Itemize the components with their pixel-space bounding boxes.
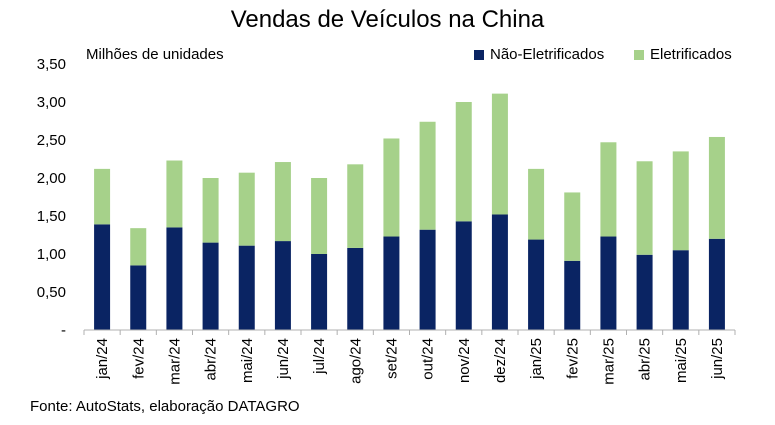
bar-nao-eletrificados — [274, 241, 291, 330]
y-tick-label: 3,50 — [37, 56, 66, 73]
bar-nao-eletrificados — [528, 239, 545, 330]
bar-nao-eletrificados — [383, 236, 400, 330]
x-tick-label: ago/24 — [347, 338, 364, 384]
bar-nao-eletrificados — [166, 227, 183, 330]
bar-eletrificados — [383, 138, 400, 237]
legend-swatch-nao-eletrificados — [474, 49, 484, 60]
legend-label-eletrificados: Eletrificados — [650, 46, 732, 63]
bar-nao-eletrificados — [564, 260, 581, 330]
y-tick-label: - — [61, 322, 66, 339]
x-tick-label: nov/24 — [456, 338, 473, 383]
bar-eletrificados — [311, 178, 328, 254]
bar-eletrificados — [419, 121, 436, 230]
x-tick-label: jan/24 — [94, 338, 111, 380]
bar-nao-eletrificados — [130, 265, 147, 330]
bar-nao-eletrificados — [455, 221, 472, 330]
x-tick-label: fev/24 — [130, 338, 147, 379]
chart-title: Vendas de Veículos na China — [230, 6, 545, 33]
y-tick-label: 1,00 — [37, 246, 66, 263]
legend-item-nao-eletrificados: Não-Eletrificados — [474, 46, 604, 63]
bar-nao-eletrificados — [636, 254, 653, 330]
bar-eletrificados — [274, 162, 291, 242]
bar-eletrificados — [528, 168, 545, 240]
x-tick-label: mai/25 — [673, 338, 690, 383]
bar-nao-eletrificados — [672, 250, 689, 330]
y-tick-label: 2,00 — [37, 170, 66, 187]
bar-eletrificados — [202, 178, 219, 243]
bar-nao-eletrificados — [600, 236, 617, 330]
bar-nao-eletrificados — [311, 254, 328, 330]
bar-eletrificados — [708, 136, 725, 239]
x-tick-label: abr/24 — [203, 338, 220, 381]
x-tick-label: dez/24 — [492, 338, 509, 383]
bar-eletrificados — [455, 102, 472, 222]
y-tick-label: 3,00 — [37, 94, 66, 111]
x-tick-label: mai/24 — [239, 338, 256, 383]
x-tick-label: out/24 — [420, 338, 437, 380]
y-tick-label: 1,50 — [37, 208, 66, 225]
y-tick-label: 2,50 — [37, 132, 66, 149]
y-axis-label: Milhões de unidades — [86, 46, 224, 63]
x-tick-label: set/24 — [383, 338, 400, 379]
bar-eletrificados — [564, 192, 581, 261]
x-tick-label: jun/24 — [275, 338, 292, 380]
bar-eletrificados — [636, 161, 653, 255]
bar-eletrificados — [130, 228, 147, 266]
bar-nao-eletrificados — [238, 245, 255, 330]
x-tick-label: jan/25 — [528, 338, 545, 380]
x-tick-label: jun/25 — [709, 338, 726, 380]
bar-nao-eletrificados — [491, 214, 508, 330]
bar-nao-eletrificados — [708, 238, 725, 330]
bar-eletrificados — [600, 142, 617, 237]
bar-eletrificados — [94, 168, 111, 225]
legend-item-eletrificados: Eletrificados — [634, 46, 732, 63]
bar-nao-eletrificados — [419, 229, 436, 330]
bar-eletrificados — [166, 160, 183, 228]
bar-eletrificados — [672, 151, 689, 251]
bar-nao-eletrificados — [202, 242, 219, 330]
bar-nao-eletrificados — [347, 247, 364, 330]
x-tick-label: mar/25 — [600, 338, 617, 385]
bar-eletrificados — [491, 93, 508, 215]
x-tick-label: abr/25 — [637, 338, 654, 381]
x-tick-label: fev/25 — [564, 338, 581, 379]
bar-eletrificados — [238, 172, 255, 246]
bar-eletrificados — [347, 164, 364, 248]
legend-label-nao-eletrificados: Não-Eletrificados — [490, 46, 605, 63]
legend-swatch-eletrificados — [634, 49, 644, 60]
bar-nao-eletrificados — [94, 224, 111, 330]
y-tick-label: 0,50 — [37, 284, 66, 301]
x-tick-label: jul/24 — [311, 338, 328, 375]
source-note: Fonte: AutoStats, elaboração DATAGRO — [30, 398, 300, 415]
x-tick-label: mar/24 — [166, 338, 183, 385]
